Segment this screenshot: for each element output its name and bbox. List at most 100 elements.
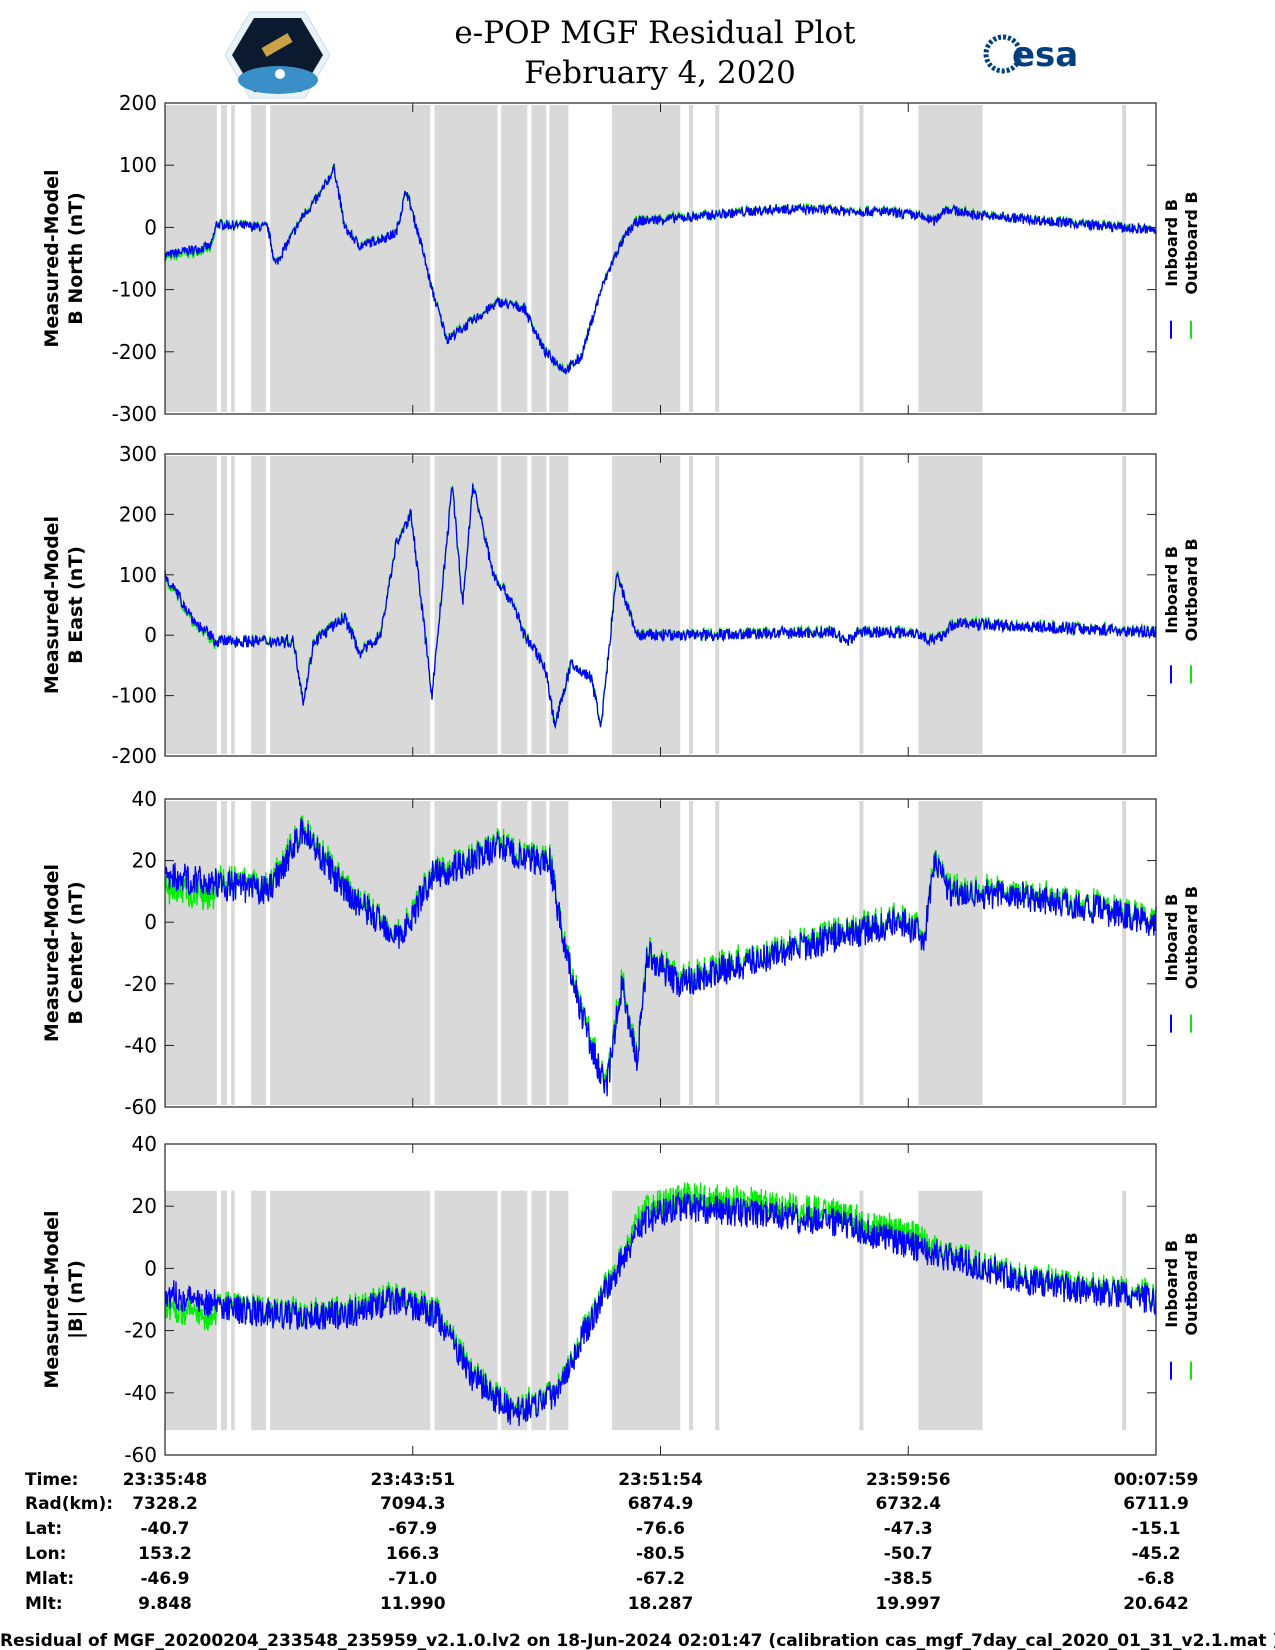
shaded-interval bbox=[859, 456, 864, 754]
shaded-interval bbox=[531, 456, 547, 754]
y-tick-label: 100 bbox=[119, 563, 157, 587]
y-axis-label: |B| (nT) bbox=[65, 1260, 87, 1339]
table-cell: 7094.3 bbox=[380, 1494, 446, 1514]
y-tick-label: -20 bbox=[124, 1319, 157, 1343]
shaded-interval bbox=[165, 456, 217, 754]
shaded-interval bbox=[165, 105, 217, 412]
legend-label: Inboard B bbox=[1162, 1240, 1181, 1328]
shaded-interval bbox=[715, 105, 720, 412]
esa-logo: esa bbox=[983, 34, 1078, 75]
shaded-interval bbox=[165, 801, 217, 1105]
table-cell: 23:51:54 bbox=[618, 1470, 703, 1490]
table-cell: 9.848 bbox=[138, 1594, 192, 1614]
y-tick-label: -300 bbox=[112, 402, 157, 426]
table-cell: 19.997 bbox=[875, 1594, 941, 1614]
svg-text:esa: esa bbox=[1012, 35, 1078, 75]
y-tick-label: -60 bbox=[124, 1095, 157, 1119]
y-axis-label: Measured-Model bbox=[41, 516, 63, 694]
table-row-label: Time: bbox=[25, 1470, 78, 1490]
table-cell: 166.3 bbox=[386, 1544, 440, 1564]
legend-label: Outboard B bbox=[1182, 191, 1201, 294]
y-tick-label: -20 bbox=[124, 972, 157, 996]
inboard-b-line bbox=[164, 164, 1157, 375]
y-axis-label: B East (nT) bbox=[65, 546, 87, 664]
shaded-interval bbox=[220, 105, 228, 412]
legend-label: Inboard B bbox=[1162, 199, 1181, 287]
shaded-interval bbox=[918, 456, 983, 754]
shaded-interval bbox=[531, 1190, 547, 1431]
y-tick-label: 20 bbox=[132, 1194, 157, 1218]
shaded-interval bbox=[688, 1190, 694, 1431]
table-cell: -38.5 bbox=[884, 1569, 933, 1589]
shaded-interval bbox=[220, 801, 228, 1105]
table-cell: -67.9 bbox=[388, 1519, 437, 1539]
shaded-interval bbox=[612, 105, 681, 412]
shaded-interval bbox=[918, 105, 983, 412]
table-cell: -40.7 bbox=[141, 1519, 190, 1539]
panel-2: 300 200 100 0 -100 -200 Measured-Model B East (… bbox=[41, 442, 1201, 768]
shaded-interval bbox=[859, 105, 864, 412]
shaded-interval bbox=[231, 105, 235, 412]
shaded-interval bbox=[501, 105, 528, 412]
y-axis-label: Measured-Model bbox=[41, 1210, 63, 1388]
table-cell: 11.990 bbox=[380, 1594, 446, 1614]
shaded-interval bbox=[251, 105, 267, 412]
y-tick-label: 0 bbox=[144, 910, 157, 934]
legend-label: Outboard B bbox=[1182, 538, 1201, 641]
panel-3: 40 20 0 -20 -40 -60 Measured-Model B Center (nT… bbox=[41, 787, 1201, 1119]
y-tick-label: -40 bbox=[124, 1033, 157, 1057]
legend-label: Inboard B bbox=[1162, 546, 1181, 634]
shaded-interval bbox=[501, 1190, 528, 1431]
shaded-interval bbox=[549, 456, 569, 754]
shaded-interval bbox=[918, 801, 983, 1105]
y-axis-label: Measured-Model bbox=[41, 864, 63, 1042]
table-row-label: Lon: bbox=[25, 1544, 66, 1564]
y-axis-label: Measured-Model bbox=[41, 169, 63, 347]
y-tick-label: 0 bbox=[144, 1256, 157, 1280]
shaded-interval bbox=[1122, 1190, 1127, 1431]
shaded-interval bbox=[1122, 105, 1127, 412]
table-row-label: Rad(km): bbox=[25, 1494, 113, 1514]
table-cell: 7328.2 bbox=[132, 1494, 198, 1514]
table-cell: -46.9 bbox=[141, 1569, 190, 1589]
figure-date: February 4, 2020 bbox=[524, 55, 796, 91]
shaded-interval bbox=[434, 456, 498, 754]
inboard-b-line bbox=[164, 1191, 1157, 1427]
y-tick-label: -200 bbox=[112, 340, 157, 364]
shaded-interval bbox=[549, 105, 569, 412]
table-cell: 23:35:48 bbox=[123, 1470, 208, 1490]
table-cell: 153.2 bbox=[138, 1544, 192, 1564]
table-cell: 18.287 bbox=[628, 1594, 694, 1614]
shaded-interval bbox=[270, 801, 431, 1105]
inboard-b-line bbox=[164, 817, 1157, 1097]
table-cell: 23:43:51 bbox=[370, 1470, 455, 1490]
table-cell: -47.3 bbox=[884, 1519, 933, 1539]
shaded-interval bbox=[220, 456, 228, 754]
table-cell: -67.2 bbox=[636, 1569, 685, 1589]
legend-label: Outboard B bbox=[1182, 1232, 1201, 1335]
table-cell: 6732.4 bbox=[875, 1494, 941, 1514]
shaded-interval bbox=[859, 1190, 864, 1431]
table-row-label: Mlt: bbox=[25, 1594, 63, 1614]
shaded-interval bbox=[612, 456, 681, 754]
panel-4: 40 20 0 -20 -40 -60 Measured-Model |B| (nT) Inbo… bbox=[41, 1132, 1201, 1467]
y-tick-label: 100 bbox=[119, 153, 157, 177]
y-tick-label: 0 bbox=[144, 215, 157, 239]
shaded-interval bbox=[688, 105, 694, 412]
table-cell: -15.1 bbox=[1132, 1519, 1181, 1539]
y-tick-label: -60 bbox=[124, 1443, 157, 1467]
y-tick-label: -100 bbox=[112, 684, 157, 708]
y-axis-label: B Center (nT) bbox=[65, 881, 87, 1024]
shaded-interval bbox=[918, 1190, 983, 1431]
table-cell: -45.2 bbox=[1132, 1544, 1181, 1564]
y-tick-label: -200 bbox=[112, 744, 157, 768]
shaded-interval bbox=[531, 801, 547, 1105]
table-cell: 20.642 bbox=[1123, 1594, 1189, 1614]
table-cell: 6874.9 bbox=[628, 1494, 694, 1514]
legend-label: Inboard B bbox=[1162, 894, 1181, 982]
table-cell: -50.7 bbox=[884, 1544, 933, 1564]
y-tick-label: 20 bbox=[132, 849, 157, 873]
shaded-interval bbox=[688, 801, 694, 1105]
